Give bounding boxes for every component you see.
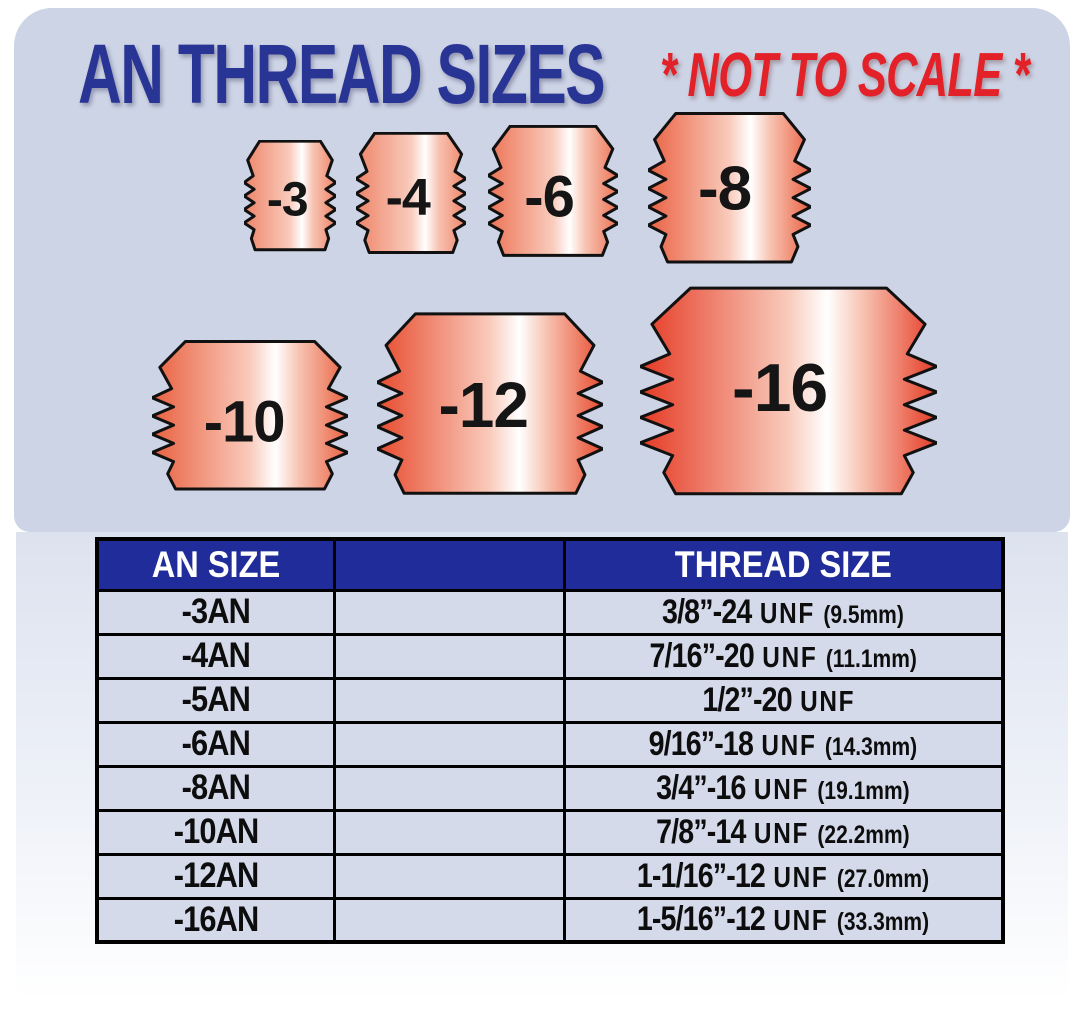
an-cell: -16AN — [95, 896, 336, 944]
fitting--16: -16 — [640, 286, 937, 498]
an-cell: -4AN — [95, 632, 336, 680]
table-row: -6AN 9/16”-18 UNF (14.3mm) — [95, 720, 1005, 768]
mm-label: (11.1mm) — [825, 644, 917, 673]
fitting--3: -3 — [244, 140, 336, 252]
table-row: -10AN 7/8”-14 UNF (22.2mm) — [95, 808, 1005, 856]
an-size-table: AN SIZE THREAD SIZE -3AN 3/8”-24 UNF (9.5m… — [95, 537, 1005, 944]
fitting-shape-icon — [377, 312, 603, 497]
fitting-shape-icon — [648, 112, 811, 265]
an-cell: -5AN — [95, 676, 336, 724]
mm-label: (33.3mm) — [837, 908, 930, 937]
thread-fraction: 7/8”-14 — [656, 812, 747, 851]
fitting--4: -4 — [356, 132, 466, 255]
thread-fraction: 3/8”-24 — [662, 592, 752, 631]
fitting-label: -12 — [438, 368, 528, 441]
fitting--10: -10 — [152, 340, 348, 492]
an-cell: -6AN — [95, 720, 336, 768]
fitting-cell — [332, 632, 566, 680]
mm-label: (19.1mm) — [817, 776, 910, 805]
mm-label: (27.0mm) — [837, 864, 930, 893]
fitting-label: -3 — [266, 173, 309, 227]
an-cell: -12AN — [95, 852, 336, 900]
fitting--6: -6 — [488, 125, 618, 258]
fitting-shape-icon — [488, 125, 618, 258]
page-title: AN THREAD SIZES — [78, 27, 606, 121]
an-size-header: AN SIZE — [95, 537, 336, 592]
table-row: -16AN 1-5/16”-12 UNF (33.3mm) — [95, 896, 1005, 944]
fitting--12: -12 — [377, 312, 603, 497]
fitting-cell — [332, 764, 566, 812]
fitting-cell — [332, 676, 566, 724]
mm-label: (14.3mm) — [825, 732, 918, 761]
fitting-shape-icon — [640, 286, 937, 498]
fitting-column-header — [332, 537, 566, 592]
fitting-label: -10 — [203, 389, 286, 455]
thread-cell: 1-1/16”-12 UNF (27.0mm) — [562, 852, 1005, 900]
table-row: -5AN 1/2”-20 UNF — [95, 676, 1005, 724]
thread-cell: 1-5/16”-12 UNF (33.3mm) — [562, 896, 1005, 944]
not-to-scale-note: * NOT TO SCALE * — [660, 41, 1030, 110]
thread-fraction: 1-5/16”-12 — [637, 900, 766, 939]
mm-label: (9.5mm) — [823, 600, 905, 629]
thread-size-header: THREAD SIZE — [562, 537, 1005, 592]
fitting-label: -6 — [524, 164, 575, 230]
unf-label: UNF — [761, 729, 817, 762]
unf-label: UNF — [762, 641, 818, 674]
fitting-cell — [332, 896, 566, 944]
thread-fraction: 9/16”-18 — [648, 724, 754, 763]
thread-cell: 3/4”-16 UNF (19.1mm) — [562, 764, 1005, 812]
fitting--8: -8 — [648, 112, 811, 265]
fitting-label: -4 — [385, 169, 431, 228]
thread-cell: 3/8”-24 UNF (9.5mm) — [562, 588, 1005, 636]
thread-fraction: 1/2”-20 — [702, 680, 793, 719]
unf-label: UNF — [760, 597, 816, 630]
table-header-row: AN SIZE THREAD SIZE — [95, 537, 1005, 592]
unf-label: UNF — [773, 905, 829, 938]
table-row: -12AN 1-1/16”-12 UNF (27.0mm) — [95, 852, 1005, 900]
table-row: -4AN 7/16”-20 UNF (11.1mm) — [95, 632, 1005, 680]
table-row: -3AN 3/8”-24 UNF (9.5mm) — [95, 588, 1005, 636]
thread-cell: 7/16”-20 UNF (11.1mm) — [562, 632, 1005, 680]
thread-cell: 7/8”-14 UNF (22.2mm) — [562, 808, 1005, 856]
fitting-cell — [332, 720, 566, 768]
unf-label: UNF — [800, 685, 856, 718]
thread-fraction: 3/4”-16 — [656, 768, 747, 807]
mm-label: (22.2mm) — [817, 820, 910, 849]
unf-label: UNF — [754, 817, 810, 850]
fitting-shape-icon — [152, 340, 348, 492]
thread-fraction: 1-1/16”-12 — [637, 856, 766, 895]
fitting-cell — [332, 808, 566, 856]
unf-label: UNF — [754, 773, 810, 806]
fitting-shape-icon — [356, 132, 466, 255]
an-cell: -3AN — [95, 588, 336, 636]
thread-fraction: 7/16”-20 — [649, 636, 755, 675]
an-cell: -8AN — [95, 764, 336, 812]
fitting-label: -16 — [731, 349, 828, 426]
fitting-label: -8 — [698, 154, 752, 223]
fitting-shape-icon — [244, 140, 336, 252]
thread-cell: 9/16”-18 UNF (14.3mm) — [562, 720, 1005, 768]
an-cell: -10AN — [95, 808, 336, 856]
table-row: -8AN 3/4”-16 UNF (19.1mm) — [95, 764, 1005, 812]
fitting-cell — [332, 852, 566, 900]
unf-label: UNF — [773, 861, 829, 894]
thread-cell: 1/2”-20 UNF — [562, 676, 1005, 724]
fitting-cell — [332, 588, 566, 636]
